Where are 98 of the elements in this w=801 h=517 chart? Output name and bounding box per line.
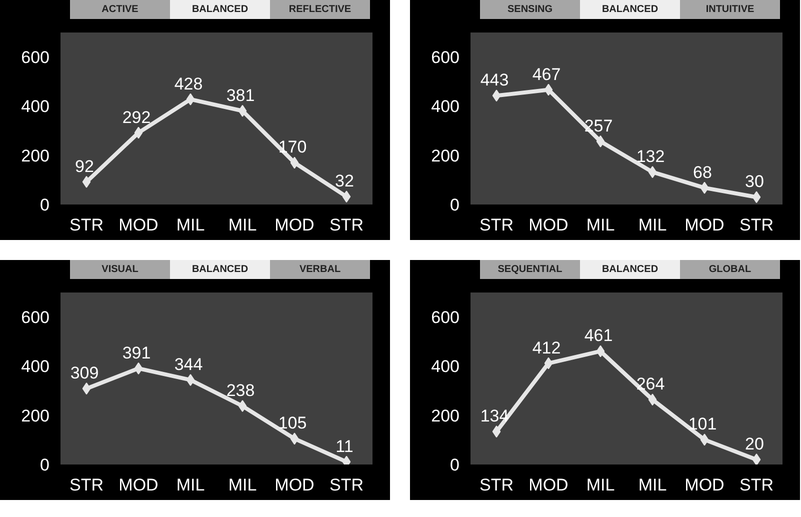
point — [82, 176, 91, 188]
point — [648, 394, 657, 406]
point — [134, 126, 143, 139]
data-label: 30 — [745, 172, 764, 192]
text: ACTIVE — [70, 0, 170, 19]
y-tick-label: 0 — [40, 456, 50, 474]
data-label: 428 — [174, 74, 203, 94]
data-label: 461 — [584, 326, 613, 346]
y-tick-label: 200 — [431, 406, 460, 426]
x-tick-label: MOD — [118, 216, 158, 234]
point — [186, 93, 195, 106]
data-label: 344 — [174, 354, 203, 374]
point — [544, 357, 553, 370]
data-label: 443 — [480, 70, 509, 90]
point — [290, 156, 299, 169]
x-tick-label: STR — [480, 476, 514, 494]
y-tick-label: 0 — [450, 196, 460, 214]
x-tick-label: MIL — [176, 216, 205, 234]
point — [596, 345, 605, 358]
data-label: 68 — [693, 162, 712, 182]
text: SENSING — [480, 0, 580, 19]
y-tick-label: 200 — [21, 406, 50, 426]
x-tick-label: MOD — [274, 216, 314, 234]
x-tick-label: MIL — [228, 216, 257, 234]
y-tick-label: 400 — [431, 97, 460, 116]
point — [544, 84, 553, 96]
x-tick-label: MIL — [176, 476, 205, 494]
text: VISUAL — [70, 260, 170, 279]
point — [238, 400, 247, 412]
x-tick-label: STR — [70, 216, 104, 234]
x-tick-label: STR — [740, 476, 774, 494]
data-label: 170 — [278, 138, 307, 157]
text: BALANCED — [170, 260, 270, 279]
y-tick-label: 600 — [21, 48, 50, 68]
data-label: 132 — [636, 147, 665, 166]
x-tick-label: MOD — [528, 216, 568, 234]
x-tick-label: MIL — [586, 216, 615, 234]
point — [700, 434, 709, 446]
data-label: 32 — [335, 172, 354, 191]
point — [596, 135, 605, 148]
text: VERBAL — [270, 260, 370, 279]
y-tick-label: 0 — [450, 456, 460, 474]
point — [752, 454, 761, 464]
text: BALANCED — [170, 0, 270, 19]
text: BALANCED — [580, 260, 680, 279]
x-tick-label: MOD — [528, 476, 568, 494]
x-tick-label: MOD — [274, 476, 314, 494]
text: SEQUENTIAL — [480, 260, 580, 279]
y-tick-label: 400 — [21, 97, 50, 116]
y-tick-label: 600 — [21, 308, 50, 328]
data-label: 101 — [688, 414, 717, 434]
point — [492, 90, 501, 102]
point — [492, 426, 501, 438]
data-label: 412 — [532, 338, 561, 358]
y-tick-label: 600 — [431, 48, 460, 68]
point — [752, 191, 761, 204]
x-tick-label: MIL — [586, 476, 615, 494]
data-label: 292 — [122, 108, 151, 127]
x-tick-label: MIL — [638, 476, 667, 494]
data-label: 11 — [336, 436, 354, 456]
y-tick-label: 400 — [431, 357, 460, 376]
y-tick-label: 200 — [431, 146, 460, 166]
point — [238, 104, 247, 117]
x-tick-label: STR — [330, 216, 364, 234]
x-tick-label: MOD — [684, 216, 724, 234]
data-label: 238 — [226, 381, 255, 400]
point — [134, 362, 143, 374]
x-tick-label: MIL — [638, 216, 667, 234]
data-label: 92 — [75, 156, 94, 176]
point — [648, 166, 657, 178]
data-label: 105 — [278, 414, 307, 433]
y-tick-label: 200 — [21, 146, 50, 166]
y-tick-label: 400 — [21, 357, 50, 376]
point — [342, 190, 351, 203]
data-label: 467 — [532, 64, 561, 84]
data-label: 264 — [636, 374, 665, 394]
data-label: 257 — [584, 116, 613, 136]
point — [82, 382, 91, 395]
x-tick-label: MOD — [684, 476, 724, 494]
point — [290, 432, 299, 445]
data-label: 391 — [122, 343, 151, 362]
data-label: 20 — [745, 434, 764, 454]
data-label: 309 — [70, 364, 99, 383]
x-tick-label: STR — [480, 216, 514, 234]
text: INTUITIVE — [680, 0, 780, 19]
text: REFLECTIVE — [270, 0, 370, 19]
y-tick-label: 600 — [431, 308, 460, 328]
x-tick-label: MIL — [228, 476, 257, 494]
x-tick-label: STR — [330, 476, 364, 494]
point — [186, 374, 195, 386]
x-tick-label: STR — [70, 476, 104, 494]
x-tick-label: MOD — [118, 476, 158, 494]
point — [700, 182, 709, 194]
data-label: 381 — [226, 86, 255, 105]
text: GLOBAL — [680, 260, 780, 279]
text: BALANCED — [580, 0, 680, 19]
x-tick-label: STR — [740, 216, 774, 234]
y-tick-label: 0 — [40, 196, 50, 214]
